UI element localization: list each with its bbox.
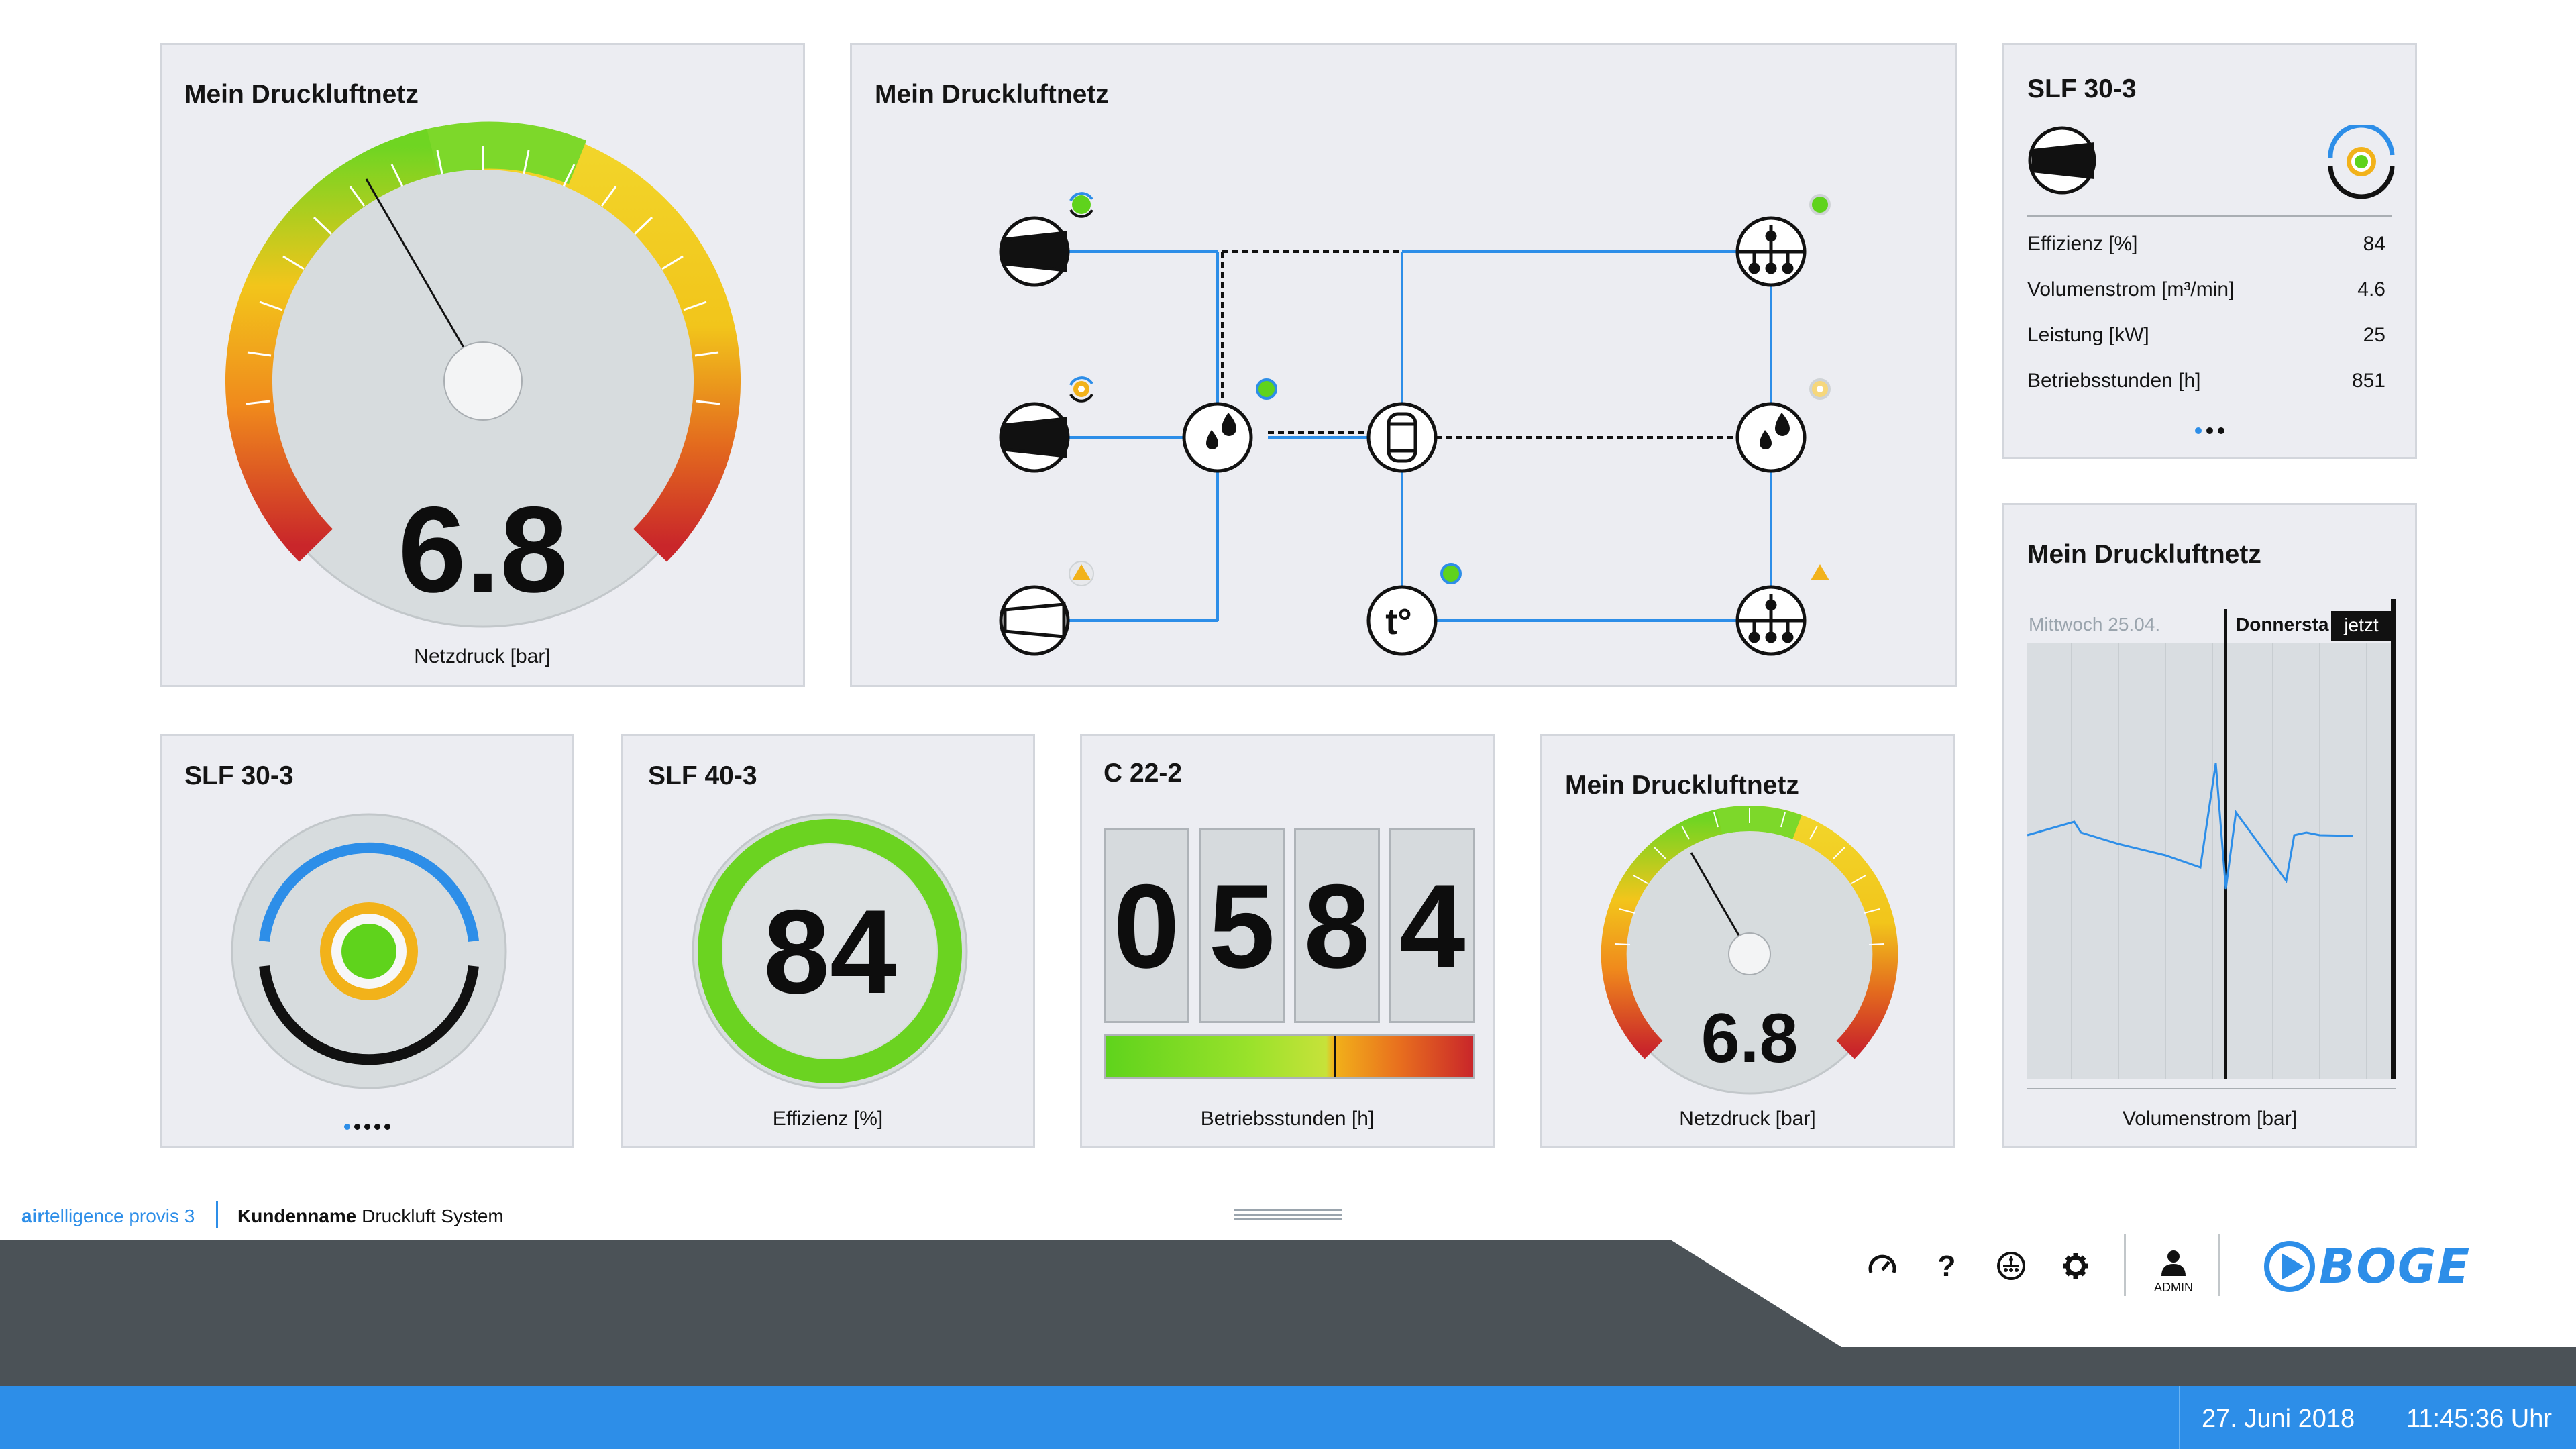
compressor-icon [2028, 126, 2096, 195]
card-title: SLF 40-3 [648, 761, 757, 790]
metric-row: Betriebsstunden [h] 851 [2027, 370, 2385, 392]
status-ok-icon [2328, 125, 2395, 199]
chart-caption: Volumenstrom [bar] [2122, 1108, 2298, 1130]
network-icon[interactable] [1990, 1244, 2033, 1287]
pager[interactable] [162, 1124, 572, 1130]
slf-detail-card[interactable]: SLF 30-3 Effizienz [%] 84 Volumenstrom [m… [2002, 43, 2417, 459]
pager-dot[interactable] [2195, 427, 2202, 434]
trend-chart: Mittwoch 25.04. Donnersta jetzt [2027, 599, 2396, 1089]
card-title: SLF 30-3 [2027, 74, 2137, 103]
efficiency-value: 84 [763, 885, 896, 1018]
tank-icon [1366, 402, 1438, 473]
help-icon[interactable]: ? [1925, 1244, 1968, 1287]
drawer-handle[interactable] [1234, 1208, 1342, 1221]
boge-logo: BOGE [2263, 1238, 2538, 1295]
card-title: Mein Druckluftnetz [875, 80, 1109, 109]
footer-dark-band [0, 1240, 2576, 1386]
status-standby-icon [1069, 376, 1831, 402]
card-title: Mein Druckluftnetz [1565, 771, 1799, 800]
dashboard-icon[interactable] [1861, 1244, 1904, 1287]
efficiency-ring: 84 [692, 813, 968, 1089]
user-icon [2161, 1250, 2186, 1276]
trend-card[interactable]: Mein Druckluftnetz Mittwoch 25.04. Donne… [2002, 503, 2417, 1148]
pager-dot[interactable] [354, 1124, 360, 1130]
hours-card[interactable]: C 22-2 0 5 8 4 Betriebsstunden [h] [1080, 734, 1495, 1148]
card-title: C 22-2 [1104, 759, 1183, 788]
svg-text:?: ? [1938, 1250, 1956, 1282]
pager-dot[interactable] [384, 1124, 390, 1130]
footer-customer: Kundenname Druckluft System [237, 1205, 504, 1226]
time-label: 11:45:36 Uhr [2406, 1405, 2552, 1433]
day-label: Mittwoch 25.04. [2029, 614, 2160, 635]
metric-row: Effizienz [%] 84 [2027, 233, 2385, 255]
now-label: jetzt [2343, 614, 2379, 635]
gauge-value: 6.8 [1701, 1000, 1799, 1077]
level-marker [1333, 1036, 1336, 1077]
gauge-value: 6.8 [398, 481, 568, 618]
status-card[interactable]: SLF 30-3 [160, 734, 574, 1148]
toolbar-divider [2124, 1234, 2126, 1296]
gauge-caption: Netzdruck [bar] [414, 645, 551, 667]
status-ring-icon [231, 813, 507, 1089]
gauge-card-small[interactable]: Mein Druckluftnetz 6.8 Netzdruck [bar] [1540, 734, 1955, 1148]
pager-dot[interactable] [343, 1124, 350, 1130]
svg-text:t°: t° [1385, 602, 1412, 642]
pager-dot[interactable] [2206, 427, 2213, 434]
efficiency-caption: Effizienz [%] [772, 1108, 883, 1130]
pager-dot[interactable] [374, 1124, 380, 1130]
bottom-divider [2179, 1386, 2180, 1449]
toolbar-divider [2218, 1234, 2220, 1296]
pressure-gauge: 6.8 [1601, 805, 1898, 1095]
hours-level-bar [1104, 1034, 1475, 1079]
gauge-card-main[interactable]: Mein Druckluftnetz [160, 43, 805, 687]
card-title: Mein Druckluftnetz [184, 80, 419, 109]
network-card[interactable]: Mein Druckluftnetz [850, 43, 1957, 687]
trend-line [2027, 763, 2354, 890]
pager-dot[interactable] [2218, 427, 2224, 434]
temperature-icon: t° [1366, 585, 1438, 656]
user-button[interactable]: ADMIN [2145, 1248, 2202, 1301]
date-label: 27. Juni 2018 [2202, 1405, 2355, 1433]
user-label: ADMIN [2154, 1281, 2193, 1294]
filter-icon [1182, 402, 1807, 473]
metric-row: Volumenstrom [m³/min] 4.6 [2027, 278, 2385, 301]
pager-dot[interactable] [364, 1124, 370, 1130]
card-title: Mein Druckluftnetz [2027, 540, 2261, 569]
metric-row: Leistung [kW] 25 [2027, 324, 2385, 346]
counter-digit: 8 [1294, 828, 1380, 1023]
efficiency-card[interactable]: SLF 40-3 84 Effizienz [%] [621, 734, 1035, 1148]
hours-caption: Betriebsstunden [h] [1200, 1108, 1375, 1130]
status-warning-icon [1069, 561, 1829, 586]
status-ok-icon [1069, 192, 1831, 584]
settings-icon[interactable] [2054, 1244, 2097, 1287]
gauge-caption: Netzdruck [bar] [1679, 1108, 1816, 1130]
pager[interactable] [2004, 427, 2415, 434]
footer-brand: airtelligence provis 3 [21, 1205, 195, 1226]
card-title: SLF 30-3 [184, 761, 294, 790]
compressor-icon [999, 216, 1070, 656]
footer-separator [216, 1201, 218, 1228]
day-label: Donnersta [2236, 614, 2329, 635]
counter-digit: 0 [1104, 828, 1189, 1023]
counter-digit: 5 [1199, 828, 1285, 1023]
counter-digit: 4 [1389, 828, 1475, 1023]
network-diagram: t° [999, 192, 1831, 656]
bottom-bar: 27. Juni 2018 11:45:36 Uhr [0, 1386, 2576, 1449]
pressure-gauge: 6.8 [225, 121, 741, 628]
divider [2027, 215, 2392, 217]
